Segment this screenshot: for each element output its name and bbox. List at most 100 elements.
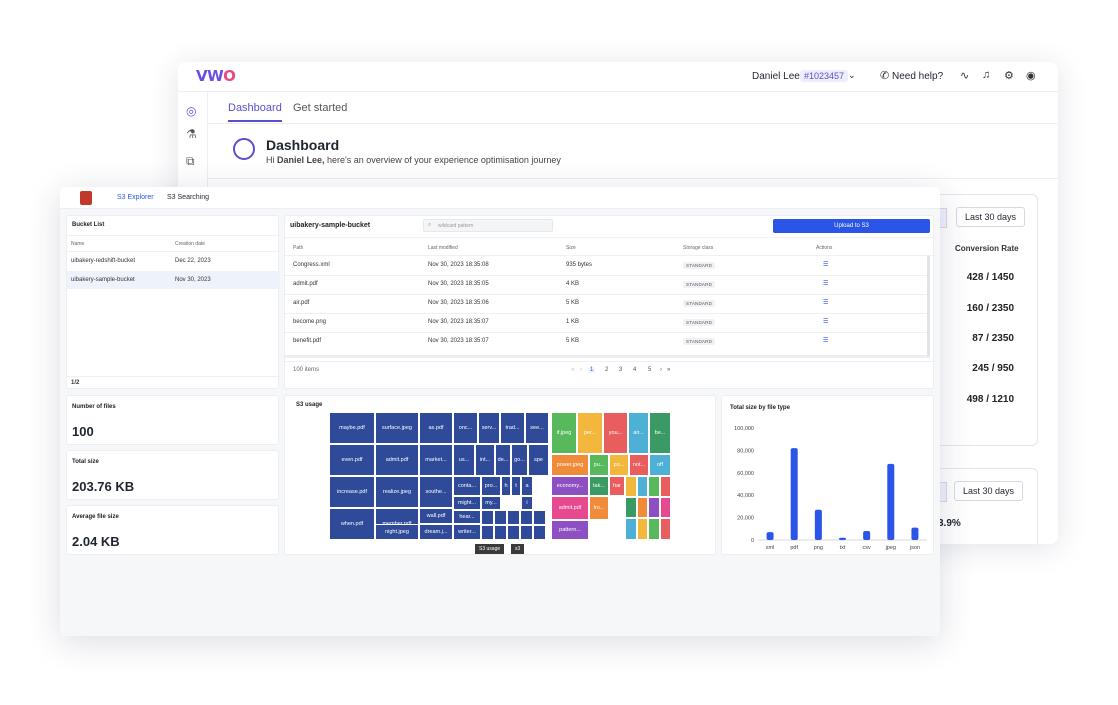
treemap-tile[interactable]: de...	[495, 444, 511, 476]
treemap-tile[interactable]: might...	[453, 496, 481, 510]
treemap-tile[interactable]	[481, 510, 494, 525]
treemap-tile[interactable]: writer...	[453, 524, 481, 540]
treemap-tile[interactable]: admit.pdf	[375, 444, 419, 476]
table-row[interactable]: become.png Nov 30, 2023 18:35:07 1 KB STAND…	[293, 319, 829, 326]
treemap-tile[interactable]: har	[609, 476, 625, 496]
upload-button[interactable]: Upload to S3	[773, 219, 930, 233]
treemap-tile[interactable]: you...	[603, 412, 628, 454]
table-row[interactable]: air.pdf Nov 30, 2023 18:35:06 5 KB STANDARD…	[293, 300, 829, 307]
treemap-tile[interactable]: when.pdf	[329, 508, 375, 540]
pager-first-icon[interactable]: «	[571, 367, 575, 373]
treemap-tile[interactable]: increase.pdf	[329, 476, 375, 508]
chevron-down-icon[interactable]: ⌄	[848, 70, 856, 80]
treemap-tile[interactable]: if.jpeg	[551, 412, 577, 454]
bar-pdf[interactable]	[790, 448, 798, 540]
cursor-icon[interactable]: ⧉	[186, 154, 195, 168]
nav-s3-searching[interactable]: S3 Searching	[167, 194, 210, 201]
menu-icon[interactable]: ☰	[823, 281, 829, 287]
menu-icon[interactable]: ☰	[823, 338, 829, 344]
treemap-tile[interactable]	[648, 497, 660, 518]
treemap-tile[interactable]	[533, 510, 546, 525]
treemap-tile[interactable]	[533, 525, 546, 540]
pager-prev-icon[interactable]: ‹	[580, 367, 582, 373]
treemap-tile[interactable]: pu...	[589, 454, 609, 476]
bar-xml[interactable]	[766, 532, 774, 540]
treemap-tile[interactable]	[636, 497, 648, 518]
treemap-breadcrumb-root[interactable]: S3 usage	[475, 544, 505, 554]
activity-icon[interactable]: ∿	[960, 70, 970, 82]
treemap-tile[interactable]: t	[511, 476, 521, 496]
treemap-tile[interactable]: off	[649, 454, 671, 476]
treemap-tile[interactable]: pro...	[481, 476, 501, 496]
treemap-tile[interactable]	[520, 525, 533, 540]
dashboard-gauge-icon[interactable]: ◎	[186, 104, 197, 118]
treemap-tile[interactable]: fro...	[589, 496, 609, 520]
s3-logo-icon[interactable]	[80, 191, 92, 205]
treemap-tile[interactable]: int...	[475, 444, 495, 476]
table-row[interactable]: uibakery-redshift-bucket Dec 22, 2023	[71, 258, 211, 264]
treemap-tile[interactable]: go...	[511, 444, 528, 476]
vwo-logo[interactable]: VWO	[196, 67, 236, 85]
treemap-tile[interactable]	[648, 476, 660, 497]
treemap-tile[interactable]: i	[521, 496, 533, 510]
treemap-tile[interactable]: dream.j...	[419, 524, 453, 540]
pager-page[interactable]: 2	[605, 367, 609, 373]
treemap-tile[interactable]: economy...	[551, 476, 589, 496]
table-row[interactable]: uibakery-sample-bucket Nov 30, 2023	[67, 271, 280, 289]
treemap-tile[interactable]: tak...	[589, 476, 609, 496]
treemap-tile[interactable]: spe	[528, 444, 549, 476]
treemap-tile[interactable]: h	[501, 476, 511, 496]
treemap-tile[interactable]	[648, 518, 660, 540]
treemap-tile[interactable]	[625, 518, 637, 540]
tab-get-started[interactable]: Get started	[293, 102, 348, 114]
pager-page[interactable]: 3	[619, 367, 623, 373]
bar-jpeg[interactable]	[887, 463, 895, 540]
treemap-tile[interactable]: us...	[453, 444, 475, 476]
treemap-tile[interactable]	[481, 525, 494, 540]
menu-icon[interactable]: ☰	[823, 262, 829, 268]
treemap-tile[interactable]	[659, 476, 671, 497]
menu-icon[interactable]: ☰	[823, 319, 829, 325]
pager-next-icon[interactable]: ›	[660, 367, 662, 373]
pager-page[interactable]: 4	[633, 367, 637, 373]
user-profile-icon[interactable]: ◉	[1026, 70, 1036, 82]
treemap-tile[interactable]: even.pdf	[329, 444, 375, 476]
menu-icon[interactable]: ☰	[823, 300, 829, 306]
table-row[interactable]: admit.pdf Nov 30, 2023 18:35:05 4 KB STANDA…	[293, 281, 829, 288]
treemap-tile[interactable]	[659, 497, 671, 518]
treemap-tile[interactable]	[494, 510, 507, 525]
treemap-breadcrumb-s3[interactable]: s3	[511, 544, 525, 554]
treemap-tile[interactable]	[494, 525, 507, 540]
treemap-tile[interactable]: serv...	[478, 412, 500, 444]
pager-page[interactable]: 5	[648, 367, 652, 373]
treemap-tile[interactable]: market...	[419, 444, 453, 476]
treemap-tile[interactable]	[636, 476, 648, 497]
vertical-scrollbar[interactable]	[927, 256, 930, 356]
treemap-tile[interactable]	[659, 518, 671, 540]
treemap-tile[interactable]	[636, 518, 648, 540]
treemap-tile[interactable]	[507, 525, 520, 540]
last-30-days-button[interactable]: Last 30 days	[954, 481, 1024, 501]
treemap-tile[interactable]: night.jpeg	[375, 524, 419, 540]
treemap-tile[interactable]: onc...	[453, 412, 478, 444]
bar-csv[interactable]	[863, 531, 871, 540]
last-30-days-button[interactable]: Last 30 days	[956, 207, 1026, 227]
treemap-tile[interactable]: per...	[577, 412, 603, 454]
treemap-tile[interactable]: as.pdf	[419, 412, 453, 444]
gear-icon[interactable]: ⚙	[1004, 70, 1014, 82]
treemap-tile[interactable]: a	[521, 476, 533, 496]
treemap-tile[interactable]: trad...	[500, 412, 525, 444]
tab-dashboard[interactable]: Dashboard	[228, 102, 282, 122]
treemap-tile[interactable]	[520, 510, 533, 525]
treemap-tile[interactable]: not...	[629, 454, 649, 476]
account-id-badge[interactable]: #1023457	[800, 70, 849, 82]
table-row[interactable]: benefit.pdf Nov 30, 2023 18:35:07 5 KB STAN…	[293, 338, 829, 345]
treemap-tile[interactable]: realize.jpeg	[375, 476, 419, 508]
need-help-link[interactable]: Need help?	[892, 71, 944, 82]
treemap-tile[interactable]: be...	[649, 412, 671, 454]
pager-last-icon[interactable]: »	[667, 367, 671, 373]
treemap[interactable]: maybe.pdf surface.jpeg as.pdf onc... serv...…	[329, 412, 673, 540]
treemap-tile[interactable]: hear...	[453, 510, 481, 524]
treemap-tile[interactable]: my...	[481, 496, 501, 510]
treemap-tile[interactable]: admit.pdf	[551, 496, 589, 520]
